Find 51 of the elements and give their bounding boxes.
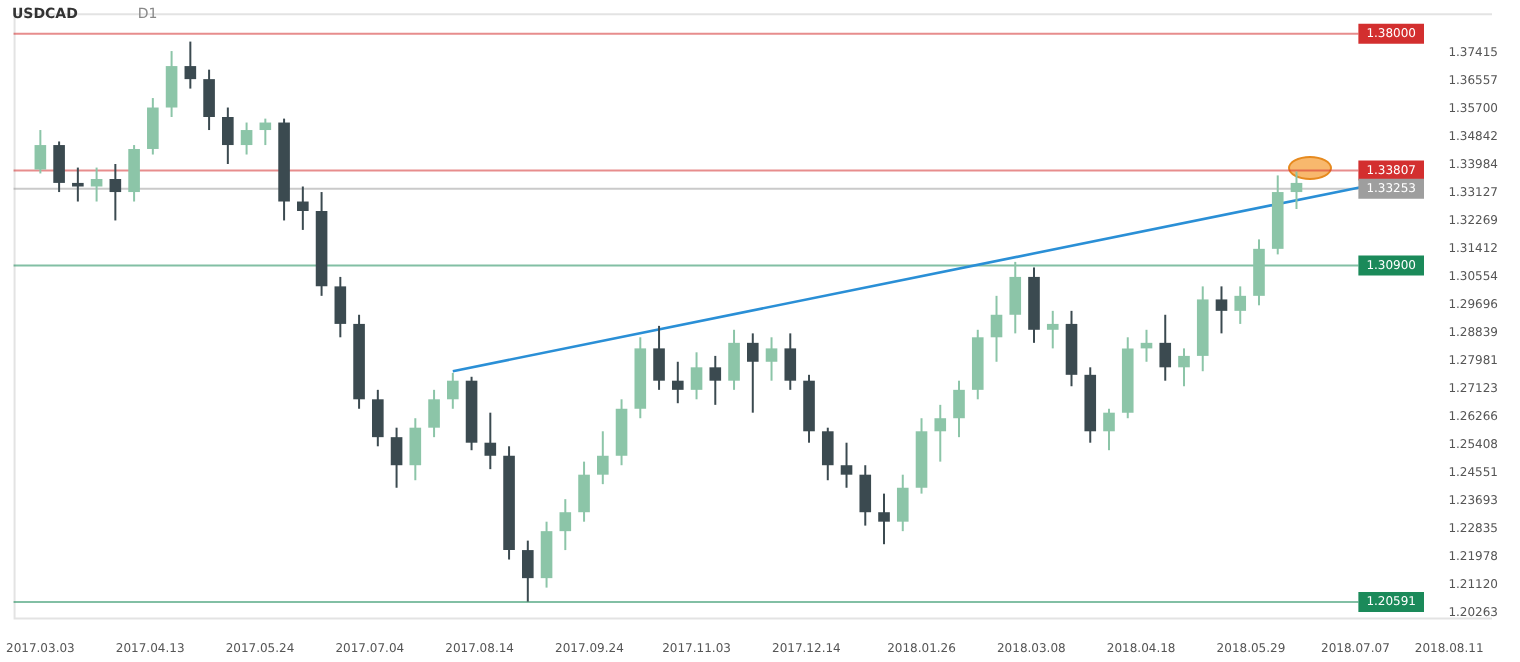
candlestick <box>746 332 759 414</box>
candlestick <box>559 498 572 552</box>
candlestick <box>1290 170 1303 211</box>
candlestick <box>34 129 47 175</box>
candlestick <box>615 398 628 467</box>
candlestick <box>484 411 497 471</box>
candlestick <box>390 426 403 489</box>
candlestick <box>1103 407 1115 452</box>
candlestick <box>859 464 872 527</box>
candlestick <box>522 539 534 603</box>
candlestick <box>596 430 609 486</box>
candlestick <box>184 40 197 90</box>
candlestick <box>1234 285 1247 325</box>
candlestick <box>1215 285 1228 335</box>
candlestick <box>1046 309 1059 350</box>
candlestick <box>765 336 778 382</box>
candlestick <box>1009 260 1022 335</box>
candlestick <box>409 417 422 482</box>
candlestick <box>878 492 890 546</box>
candlestick <box>690 351 703 401</box>
candlestick <box>128 144 140 203</box>
candlestick <box>109 162 122 222</box>
candlestick <box>821 426 834 482</box>
candlestick <box>990 294 1003 363</box>
candlestick <box>334 275 347 339</box>
candlestick <box>728 328 740 391</box>
candlestick <box>147 97 159 156</box>
candlestick <box>578 460 590 523</box>
candlestick <box>53 140 65 194</box>
candlestick <box>540 520 553 589</box>
candlestick <box>896 473 909 533</box>
candlestick <box>203 68 215 132</box>
candlestick <box>1159 313 1172 382</box>
candlestick <box>72 166 84 203</box>
candlestick <box>90 166 103 203</box>
candlestick <box>240 121 253 156</box>
candlestick <box>222 106 234 165</box>
candlestick <box>372 388 384 448</box>
candlestick <box>671 360 684 405</box>
candlestick <box>428 388 440 439</box>
candlestick <box>165 50 178 118</box>
candlestick <box>840 441 853 489</box>
candlestick <box>447 371 459 410</box>
candlestick <box>653 324 665 391</box>
candlestick <box>1253 238 1265 307</box>
candlestick <box>709 354 722 406</box>
candlestick <box>297 185 309 231</box>
candlestick <box>953 379 965 439</box>
candlestick <box>784 332 797 391</box>
candlestick <box>934 403 947 463</box>
candlestick <box>1178 347 1190 388</box>
